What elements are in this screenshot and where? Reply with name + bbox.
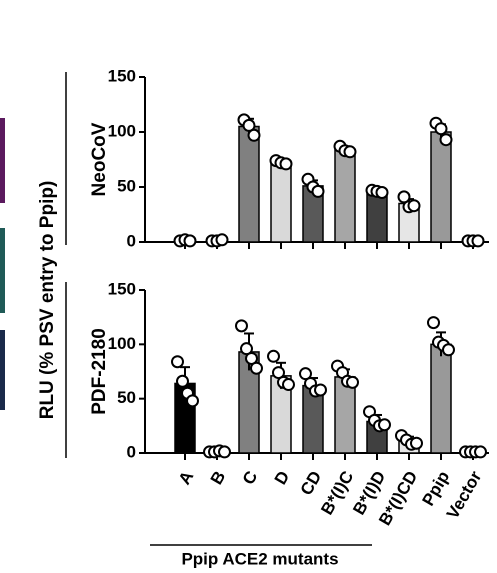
y-tick-label: 150	[108, 66, 136, 85]
data-point	[346, 375, 359, 389]
data-point	[176, 374, 189, 388]
y-tick-label: 50	[117, 176, 136, 195]
data-point	[375, 186, 389, 199]
y-tick-label: 100	[108, 334, 136, 353]
data-point	[240, 342, 253, 356]
data-point	[410, 436, 423, 450]
data-point	[279, 157, 293, 171]
bar	[366, 190, 388, 243]
data-point	[218, 445, 231, 459]
bar	[334, 148, 356, 243]
data-point	[272, 366, 285, 380]
x-tick-label: CD	[297, 468, 326, 499]
data-point	[215, 233, 229, 247]
bar	[270, 162, 292, 243]
data-point	[378, 418, 391, 432]
bar	[430, 343, 452, 454]
y-tick-label: 150	[108, 279, 136, 298]
data-point	[474, 445, 487, 459]
data-point	[471, 234, 485, 248]
x-tick-label: C	[239, 468, 262, 488]
x-tick-label: B	[207, 468, 230, 488]
bar	[430, 131, 452, 243]
x-axis-label: Ppip ACE2 mutants	[181, 549, 338, 568]
y-tick-label: 50	[117, 388, 136, 407]
bar	[238, 125, 260, 243]
x-tick-label: A	[175, 468, 198, 488]
data-point	[299, 367, 312, 381]
edge-decoration	[0, 228, 5, 313]
y-tick-label: 0	[127, 442, 136, 461]
data-point	[311, 184, 325, 198]
x-tick-label: D	[271, 468, 294, 488]
data-point	[242, 118, 256, 132]
y-tick-label: 100	[108, 121, 136, 140]
panel-title: PDF-2180	[89, 328, 110, 415]
edge-decoration	[0, 118, 5, 203]
data-point	[439, 133, 453, 147]
data-point	[183, 234, 197, 248]
data-point	[343, 145, 357, 159]
y-axis-label: RLU (% PSV entry to Ppip)	[37, 181, 58, 420]
data-point	[427, 316, 440, 330]
data-point	[407, 199, 421, 213]
data-point	[171, 355, 184, 369]
panel-title: NeoCoV	[89, 122, 110, 196]
data-point	[267, 349, 280, 363]
y-tick-label: 0	[127, 231, 136, 250]
data-point	[250, 361, 263, 375]
data-point	[314, 383, 327, 397]
data-point	[282, 378, 295, 392]
data-point	[235, 319, 248, 333]
edge-decoration	[0, 330, 5, 410]
data-point	[442, 343, 455, 357]
data-point	[397, 190, 411, 204]
data-point	[247, 128, 261, 142]
data-point	[434, 122, 448, 136]
data-point	[186, 394, 199, 408]
data-point	[245, 351, 258, 365]
